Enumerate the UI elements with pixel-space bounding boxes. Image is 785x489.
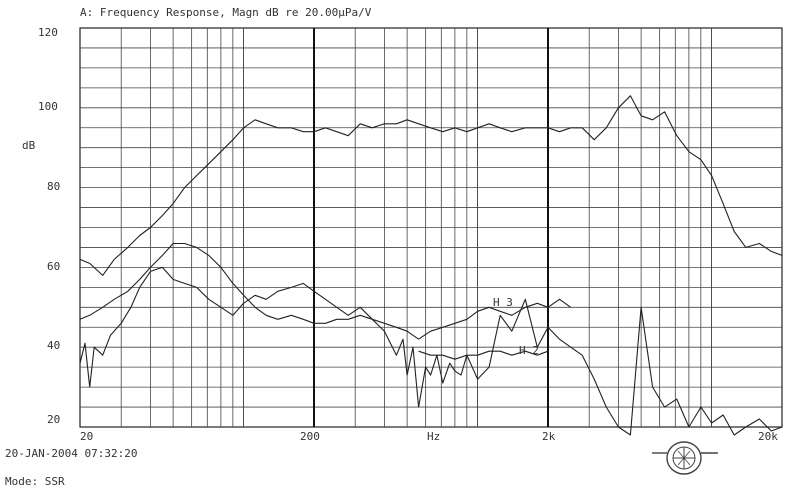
x-axis-label: Hz <box>427 430 441 443</box>
y-tick-label: 120 <box>38 26 58 39</box>
series-line-2 <box>418 298 572 340</box>
mode-label: Mode: SSR <box>5 475 65 488</box>
y-tick-label: 20 <box>47 413 61 426</box>
series-line-1 <box>79 242 419 340</box>
brand-logo <box>650 440 720 476</box>
chart-title: A: Frequency Response, Magn dB re 20.00µ… <box>80 6 372 19</box>
y-tick-label: 40 <box>47 339 61 352</box>
x-tick-label: 2k <box>542 430 556 443</box>
y-tick-label: 100 <box>38 100 58 113</box>
series-line-0 <box>79 95 783 276</box>
series-line-4 <box>418 350 549 360</box>
x-tick-label: 200 <box>300 430 320 443</box>
timestamp: 20-JAN-2004 07:32:20 <box>5 447 138 460</box>
y-tick-label: 80 <box>47 180 61 193</box>
series-label-h3: H 3 <box>493 296 513 309</box>
y-axis-label: dB <box>22 139 36 152</box>
x-tick-label: 20k <box>758 430 778 443</box>
x-tick-label: 20 <box>80 430 94 443</box>
series-label-h2: H 2 <box>519 344 539 357</box>
series-line-3 <box>79 266 783 436</box>
y-tick-label: 60 <box>47 260 61 273</box>
